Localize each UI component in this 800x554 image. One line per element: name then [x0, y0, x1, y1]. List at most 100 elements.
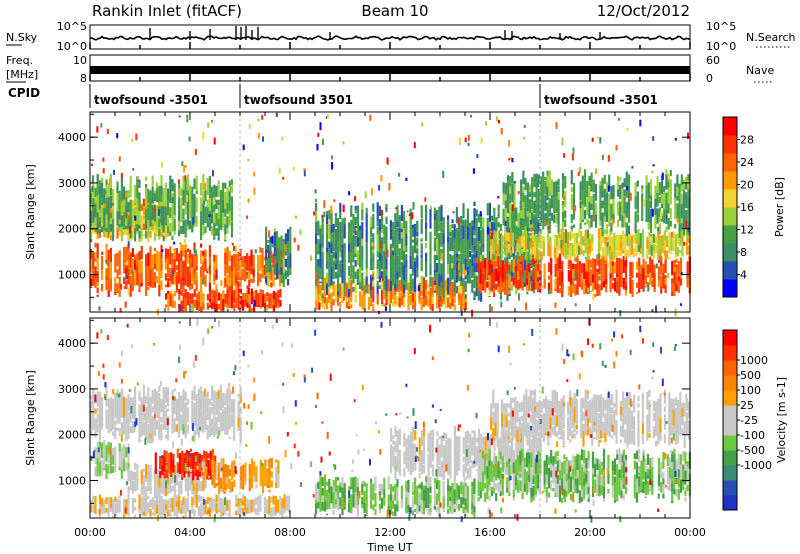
power-cell [497, 271, 500, 284]
velocity-cell [145, 429, 148, 437]
power-cell [207, 122, 210, 128]
power-cell [522, 170, 525, 185]
power-cell [561, 271, 564, 287]
velocity-cell [222, 471, 225, 479]
power-cell [525, 285, 529, 291]
velocity-cell [525, 481, 529, 495]
velocity-cell [392, 446, 395, 453]
power-cell [334, 238, 337, 253]
cpid-segment-label: twofsound -3501 [94, 93, 208, 107]
power-cell [193, 268, 196, 274]
power-cell [204, 278, 207, 287]
power-cell [557, 213, 560, 226]
power-cell [204, 190, 207, 202]
velocity-cell [642, 452, 645, 456]
cpid-panel: CPID twofsound -3501 twofsound 3501 twofso… [8, 84, 658, 108]
power-cell [140, 282, 143, 287]
power-cell [316, 143, 319, 151]
velocity-cell [427, 504, 430, 508]
power-cell [208, 245, 211, 258]
power-cell [513, 275, 516, 278]
power-cell [451, 236, 454, 251]
power-cell [202, 191, 205, 204]
power-cell [334, 260, 337, 270]
power-cell [167, 226, 170, 234]
power-cell [348, 222, 351, 228]
velocity-cell [447, 473, 450, 476]
power-cell [161, 219, 163, 226]
power-cell [171, 193, 174, 198]
velocity-cell [198, 471, 201, 477]
power-cell [602, 281, 606, 288]
velocity-cell [499, 491, 502, 497]
velocity-cell [506, 461, 509, 468]
power-cell [534, 235, 537, 242]
power-cell [647, 198, 650, 208]
velocity-cell [569, 428, 572, 436]
velocity-cell [591, 473, 595, 487]
power-cell [669, 208, 672, 215]
power-cell [480, 214, 483, 221]
velocity-cell [154, 466, 157, 474]
power-cell [328, 241, 331, 248]
power-cell [352, 234, 355, 250]
velocity-cell [558, 485, 562, 495]
power-cell [118, 156, 121, 162]
power-cell [490, 272, 493, 289]
power-cell [102, 168, 105, 174]
power-cell [378, 249, 381, 254]
power-cell [226, 216, 229, 229]
velocity-cell [560, 409, 563, 422]
power-cell [265, 232, 268, 249]
power-cell [583, 180, 587, 191]
power-cell [220, 309, 223, 312]
velocity-cell [490, 469, 493, 482]
velocity-cell [213, 503, 216, 512]
power-cell [488, 202, 491, 216]
power-cell [385, 287, 388, 292]
power-cell [230, 271, 233, 286]
power-cell [350, 257, 353, 273]
velocity-cell [531, 434, 534, 439]
power-cell [198, 306, 201, 311]
power-cell [341, 274, 344, 284]
power-cell [331, 162, 334, 170]
velocity-cell [224, 407, 227, 422]
velocity-cell [442, 481, 445, 497]
power-cell [167, 249, 170, 258]
power-cell [124, 301, 127, 308]
power-cell [453, 270, 456, 280]
power-cell [578, 260, 581, 269]
velocity-cell [246, 507, 249, 514]
velocity-cell [414, 443, 417, 458]
power-cell [387, 288, 390, 292]
power-cell [365, 259, 368, 269]
velocity-cell [169, 492, 172, 493]
velocity-cell [407, 492, 410, 505]
velocity-cell [540, 436, 543, 438]
power-cell [394, 283, 397, 291]
power-cell [219, 205, 222, 214]
power-cell [547, 241, 550, 257]
power-cell [617, 234, 620, 244]
power-cell [343, 258, 346, 271]
power-cell [429, 262, 432, 276]
power-cell [140, 260, 143, 273]
velocity-cell [268, 506, 271, 514]
velocity-cell [171, 419, 174, 429]
power-cell [334, 252, 337, 261]
power-cell [464, 296, 467, 303]
velocity-cell [622, 473, 625, 478]
velocity-cell [138, 494, 141, 510]
power-cell [593, 215, 596, 219]
velocity-cell [671, 462, 674, 469]
velocity-cell [378, 483, 381, 492]
power-cell [636, 191, 639, 208]
velocity-cell [394, 441, 397, 446]
power-cell [425, 223, 428, 230]
velocity-cell [151, 406, 154, 413]
power-cell [268, 279, 271, 287]
velocity-cell [466, 502, 469, 508]
power-cell [680, 228, 683, 237]
velocity-cell [536, 419, 539, 432]
